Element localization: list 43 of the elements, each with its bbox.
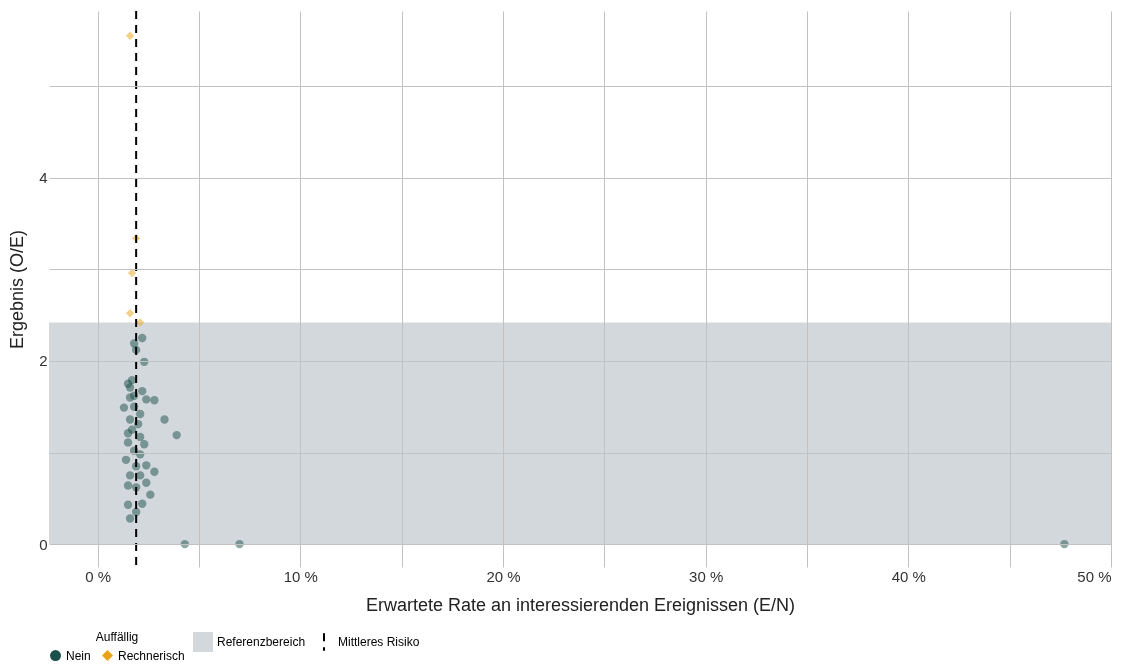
x-tick-label: 20 %	[486, 567, 521, 585]
y-tick-label: 4	[39, 169, 48, 187]
legend-label: Rechnerisch	[118, 648, 185, 663]
point	[150, 396, 159, 405]
x-tick-label: 40 %	[891, 567, 926, 585]
point	[150, 467, 159, 476]
point	[146, 490, 155, 499]
point	[125, 383, 135, 392]
point	[127, 425, 137, 434]
y-axis-title: Ergebnis (O/E)	[7, 229, 28, 350]
point	[121, 455, 131, 465]
point	[138, 386, 147, 396]
point	[172, 430, 181, 440]
x-tick-label: 0 %	[85, 567, 112, 585]
x-axis-title: Erwartete Rate an interessierenden Ereignissen (E/N)	[365, 594, 796, 615]
point	[138, 333, 147, 343]
legend-label: Mittleres Risiko	[338, 635, 420, 649]
point	[142, 395, 151, 404]
point	[136, 471, 145, 480]
point	[138, 499, 147, 508]
point	[136, 409, 145, 419]
y-tick-label: 2	[39, 352, 48, 370]
legend-label: Nein	[66, 648, 91, 663]
point	[142, 478, 151, 487]
x-tick-label: 30 %	[689, 567, 724, 585]
point	[123, 500, 133, 509]
point	[123, 481, 133, 490]
point	[125, 514, 135, 523]
legend-label: Referenzbereich	[217, 635, 306, 649]
point	[125, 415, 135, 424]
point	[125, 31, 135, 40]
point	[123, 438, 133, 447]
point	[142, 461, 151, 470]
point	[127, 268, 137, 278]
x-tick-label: 10 %	[283, 567, 318, 585]
legend-title: Auffällig	[95, 630, 139, 644]
x-tick-label: 50 %	[1077, 567, 1112, 585]
point	[160, 415, 169, 424]
point	[140, 440, 149, 449]
point	[125, 309, 135, 318]
point	[125, 471, 135, 480]
y-tick-label: 0	[39, 535, 48, 553]
point	[119, 403, 129, 412]
